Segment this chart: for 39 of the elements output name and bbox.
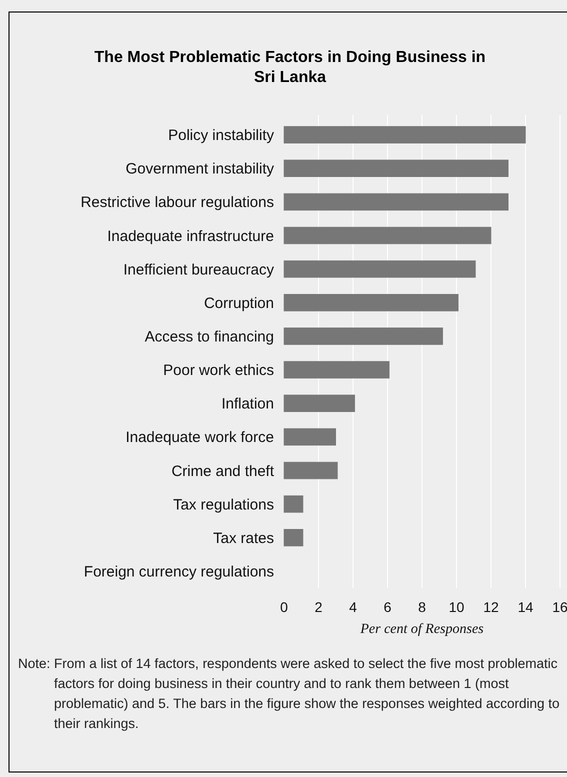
x-tick-label: 16	[552, 599, 567, 615]
x-tick-label: 14	[518, 599, 534, 615]
bar	[284, 226, 492, 244]
y-tick-label: Corruption	[204, 294, 274, 312]
bar	[284, 193, 508, 211]
x-tick-label: 2	[314, 599, 323, 615]
x-tick-label: 0	[280, 599, 288, 615]
x-tick-label: 4	[349, 599, 358, 615]
text: Note: From a list of 14 factors, respondents were asked to select the five most problematic factors for doing business in their country and to rank them between 1 (most problematic) and 5. The bars in the figure show the responses weighted according to their rankings.	[18, 655, 561, 733]
y-tick-label: Inflation	[221, 396, 274, 413]
y-tick-label: Crime and theft	[171, 462, 275, 480]
y-tick-label: Access to financing	[144, 328, 274, 346]
y-tick-label: Government instability	[126, 160, 274, 178]
bar	[284, 294, 458, 312]
x-tick-label: 12	[483, 599, 499, 615]
y-tick-label: Inadequate work force	[126, 429, 274, 446]
y-tick-label: Poor work ethics	[163, 362, 274, 380]
bar	[284, 495, 304, 513]
y-tick-label: Policy instability	[168, 127, 274, 144]
chart-title: The Most Problematic Factors in Doing Business in Sri Lanka	[93, 48, 487, 88]
y-tick-label: Tax rates	[213, 530, 274, 547]
bar	[284, 394, 355, 412]
x-tick-label: 8	[418, 599, 426, 615]
y-tick-label: Inefficient bureaucracy	[123, 261, 274, 278]
y-tick-label: Tax regulations	[173, 496, 274, 514]
y-tick-label: Inadequate infrastructure	[107, 228, 274, 245]
y-tick-label: Restrictive labour regulations	[80, 194, 274, 212]
bar	[284, 160, 508, 177]
x-tick-label: 10	[448, 599, 464, 615]
bar	[284, 328, 443, 345]
bar	[284, 260, 476, 278]
bar	[284, 361, 390, 378]
bar	[284, 126, 526, 144]
x-axis-title: Per cent of Responses	[359, 622, 484, 637]
bar	[284, 428, 336, 446]
bar	[284, 529, 304, 546]
y-tick-label: Foreign currency regulations	[84, 563, 274, 580]
x-tick-label: 6	[384, 599, 392, 615]
bar	[284, 462, 338, 480]
